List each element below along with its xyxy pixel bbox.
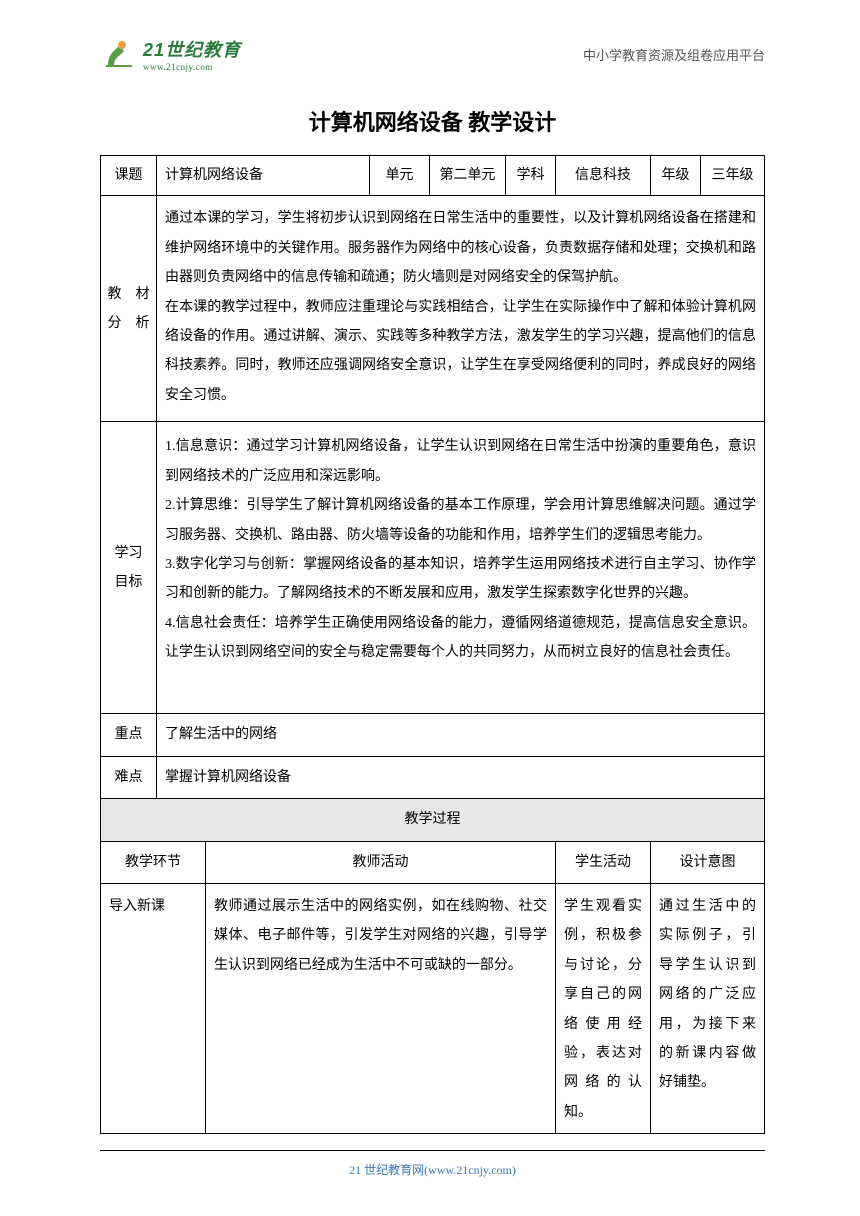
difficult-row: 难点 掌握计算机网络设备 [101,756,765,798]
label-unit: 单元 [370,156,430,196]
logo-main-text: 21世纪教育 [143,36,241,62]
goals-row: 学习 目标 1.信息意识：通过学习计算机网络设备，让学生认识到网络在日常生活中扮… [101,422,765,714]
process-row-1: 导入新课 教师通过展示生活中的网络实例，如在线购物、社交媒体、电子邮件等，引发学… [101,883,765,1133]
phase-intro: 导入新课 [101,883,206,1133]
key-row: 重点 了解生活中的网络 [101,714,765,756]
header-platform-text: 中小学教育资源及组卷应用平台 [583,45,765,64]
label-goals: 学习 目标 [101,422,157,714]
goals-text: 1.信息意识：通过学习计算机网络设备，让学生认识到网络在日常生活中扮演的重要角色… [157,422,765,714]
col-teacher: 教师活动 [205,841,555,883]
student-activity: 学生观看实例，积极参与讨论，分享自己的网络使用经验，表达对网络的认知。 [556,883,651,1133]
key-text: 了解生活中的网络 [157,714,765,756]
logo-text-block: 21世纪教育 www.21cnjy.com [143,36,241,72]
page-header: 21世纪教育 www.21cnjy.com 中小学教育资源及组卷应用平台 [100,35,765,73]
info-row: 课题 计算机网络设备 单元 第二单元 学科 信息科技 年级 三年级 [101,156,765,196]
value-subject: 信息科技 [556,156,651,196]
label-key: 重点 [101,714,157,756]
value-unit: 第二单元 [430,156,506,196]
label-difficult: 难点 [101,756,157,798]
material-text: 通过本课的学习，学生将初步认识到网络在日常生活中的重要性，以及计算机网络设备在搭… [157,196,765,422]
sub-header-row: 教学环节 教师活动 学生活动 设计意图 [101,841,765,883]
col-phase: 教学环节 [101,841,206,883]
document-title: 计算机网络设备 教学设计 [100,105,765,137]
label-subject: 学科 [506,156,556,196]
col-intent: 设计意图 [651,841,765,883]
lesson-plan-table: 课题 计算机网络设备 单元 第二单元 学科 信息科技 年级 三年级 教 材 分 … [100,155,765,1134]
design-intent: 通过生活中的实际例子，引导学生认识到网络的广泛应用，为接下来的新课内容做好铺垫。 [651,883,765,1133]
col-student: 学生活动 [556,841,651,883]
material-row: 教 材 分 析 通过本课的学习，学生将初步认识到网络在日常生活中的重要性，以及计… [101,196,765,422]
difficult-text: 掌握计算机网络设备 [157,756,765,798]
label-material: 教 材 分 析 [101,196,157,422]
teacher-activity: 教师通过展示生活中的网络实例，如在线购物、社交媒体、电子邮件等，引发学生对网络的… [205,883,555,1133]
logo-sub-text: www.21cnjy.com [143,62,241,72]
label-grade: 年级 [651,156,701,196]
process-header-row: 教学过程 [101,799,765,841]
document-content: 计算机网络设备 教学设计 课题 计算机网络设备 单元 第二单元 学科 信息科技 … [100,105,765,1134]
logo: 21世纪教育 www.21cnjy.com [100,35,241,73]
process-header: 教学过程 [101,799,765,841]
label-topic: 课题 [101,156,157,196]
logo-icon [100,35,138,73]
value-grade: 三年级 [701,156,765,196]
page-footer: 21 世纪教育网(www.21cnjy.com) [100,1150,765,1178]
value-topic: 计算机网络设备 [157,156,370,196]
